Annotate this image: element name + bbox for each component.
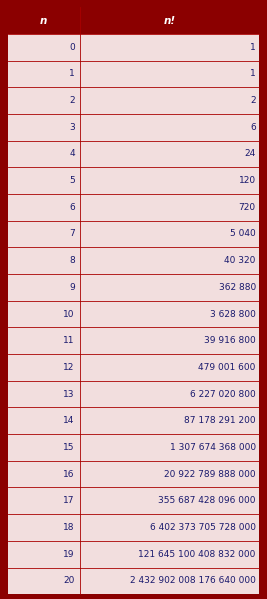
Text: 18: 18 xyxy=(63,523,75,532)
Bar xyxy=(8,541,259,567)
Text: 5: 5 xyxy=(69,176,75,185)
Bar xyxy=(8,247,259,274)
Bar xyxy=(8,567,259,594)
Text: 6 402 373 705 728 000: 6 402 373 705 728 000 xyxy=(150,523,256,532)
Text: 0: 0 xyxy=(69,43,75,52)
Text: 6: 6 xyxy=(250,123,256,132)
Text: 17: 17 xyxy=(63,497,75,506)
Bar xyxy=(8,220,259,247)
Text: 40 320: 40 320 xyxy=(224,256,256,265)
Text: 6: 6 xyxy=(69,203,75,212)
Text: 5 040: 5 040 xyxy=(230,229,256,238)
Text: 6 227 020 800: 6 227 020 800 xyxy=(190,389,256,398)
Bar xyxy=(8,461,259,488)
Text: 39 916 800: 39 916 800 xyxy=(204,336,256,345)
Text: 20 922 789 888 000: 20 922 789 888 000 xyxy=(164,470,256,479)
Text: 121 645 100 408 832 000: 121 645 100 408 832 000 xyxy=(138,550,256,559)
Text: 14: 14 xyxy=(63,416,75,425)
Bar xyxy=(8,7,259,34)
Bar xyxy=(8,34,259,60)
Bar xyxy=(8,354,259,381)
Text: 362 880: 362 880 xyxy=(218,283,256,292)
Text: 1: 1 xyxy=(69,69,75,78)
Bar xyxy=(8,301,259,328)
Text: 11: 11 xyxy=(63,336,75,345)
Text: 15: 15 xyxy=(63,443,75,452)
Text: 720: 720 xyxy=(239,203,256,212)
Text: 24: 24 xyxy=(245,149,256,159)
Text: 20: 20 xyxy=(63,576,75,585)
Text: 10: 10 xyxy=(63,310,75,319)
Text: 3 628 800: 3 628 800 xyxy=(210,310,256,319)
Text: 7: 7 xyxy=(69,229,75,238)
Text: n!: n! xyxy=(163,16,175,26)
Bar xyxy=(8,274,259,301)
Text: 19: 19 xyxy=(63,550,75,559)
Bar xyxy=(8,381,259,407)
Bar xyxy=(8,60,259,87)
Bar xyxy=(8,407,259,434)
Text: 9: 9 xyxy=(69,283,75,292)
Bar xyxy=(8,87,259,114)
Text: 2 432 902 008 176 640 000: 2 432 902 008 176 640 000 xyxy=(130,576,256,585)
Bar xyxy=(8,114,259,141)
Bar xyxy=(8,194,259,220)
Text: 1: 1 xyxy=(250,43,256,52)
Text: 13: 13 xyxy=(63,389,75,398)
Text: 2: 2 xyxy=(69,96,75,105)
Text: n: n xyxy=(40,16,48,26)
Bar xyxy=(8,514,259,541)
Text: 120: 120 xyxy=(239,176,256,185)
Text: 1: 1 xyxy=(250,69,256,78)
Text: 4: 4 xyxy=(69,149,75,159)
Text: 1 307 674 368 000: 1 307 674 368 000 xyxy=(170,443,256,452)
Bar xyxy=(8,167,259,194)
FancyBboxPatch shape xyxy=(5,0,262,599)
Text: 2: 2 xyxy=(250,96,256,105)
Text: 479 001 600: 479 001 600 xyxy=(198,363,256,372)
Bar xyxy=(8,328,259,354)
Bar xyxy=(8,488,259,514)
Text: 355 687 428 096 000: 355 687 428 096 000 xyxy=(158,497,256,506)
Text: 12: 12 xyxy=(63,363,75,372)
Bar xyxy=(8,434,259,461)
Text: 3: 3 xyxy=(69,123,75,132)
Text: 16: 16 xyxy=(63,470,75,479)
Text: 87 178 291 200: 87 178 291 200 xyxy=(184,416,256,425)
Bar xyxy=(8,141,259,167)
Text: 8: 8 xyxy=(69,256,75,265)
